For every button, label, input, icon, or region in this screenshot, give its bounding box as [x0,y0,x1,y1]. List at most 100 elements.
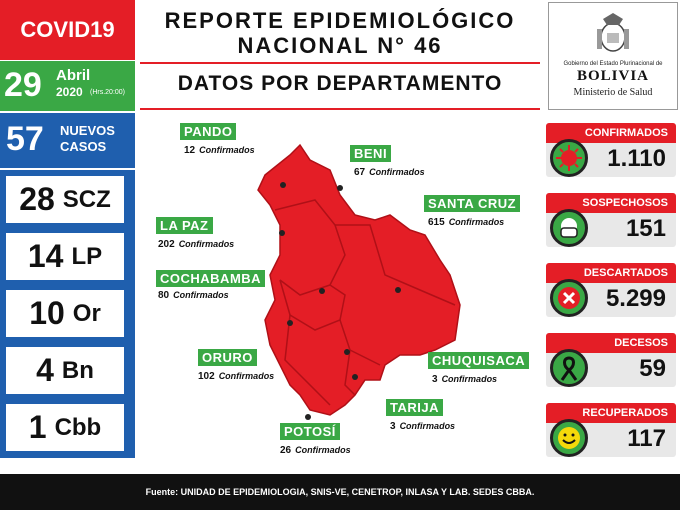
date-month: Abril [56,67,91,84]
stat-decesos: DECESOS 59 [546,333,676,393]
dept-summary-code: Bn [61,356,94,384]
stat-descartados: DESCARTADOS 5.299 [546,263,676,323]
map-cases-beni: 67 Confirmados [354,167,425,178]
map-cases-la-paz: 202 Confirmados [158,239,234,250]
map-label-la-paz: LA PAZ [156,217,213,234]
logo-ministry: Ministerio de Salud [573,87,653,98]
stat-recuperados: RECUPERADOS 117 [546,403,676,463]
title-line1: REPORTE EPIDEMIOLÓGICO [164,8,516,33]
dept-summary-num: 4 [36,352,54,388]
stat-body: 151 [546,209,676,247]
map-label-potosi: POTOSÍ [280,423,340,440]
new-cases-label-line2: CASOS [60,139,107,154]
stat-sospechosos: SOSPECHOSOS 151 [546,193,676,253]
new-cases-count: 57 [6,120,44,158]
dept-summary-code: Or [72,299,101,327]
cases-unit: Confirmados [295,445,351,455]
date-year: 2020 [56,85,83,99]
dept-summary-code: Cbb [54,413,102,441]
cases-count: 3 [432,374,438,385]
subtitle-bar [140,62,540,110]
source-footer: Fuente: UNIDAD DE EPIDEMIOLOGIA, SNIS-VE… [0,474,680,510]
cases-count: 615 [428,217,445,228]
cases-count: 3 [390,421,396,432]
stat-label: RECUPERADOS [546,403,676,423]
dept-summary-num: 1 [28,409,47,445]
dept-summary-item: 14 LP [4,231,126,282]
page-subtitle: DATOS POR DEPARTAMENTO [177,72,503,95]
dept-summary-code: SCZ [62,185,111,213]
mask-icon [550,209,588,247]
dept-summary-column: 28 SCZ 14 LP 10 Or 4 Bn 1 Cbb [0,170,135,458]
date-box: 29 Abril 2020 (Hrs.20:00) [0,61,135,111]
map-label-chuquisaca: CHUQUISACA [428,352,530,369]
bolivia-map: PANDO 12 Confirmados BENI 67 Confirmados S… [140,115,540,465]
dept-summary-item: 4 Bn [4,345,126,396]
title-line2: NACIONAL N° 46 [237,33,443,58]
map-cases-tarija: 3 Confirmados [390,421,455,432]
dept-summary-num: 28 [19,181,55,217]
map-label-cochabamba: COCHABAMBA [156,270,266,287]
coat-of-arms-icon [597,13,629,52]
logo-country: BOLIVIA [576,68,650,84]
stat-body: 117 [546,419,676,457]
dept-summary-item: 28 SCZ [4,174,126,225]
map-label-beni: BENI [350,145,392,162]
cases-unit: Confirmados [369,167,425,177]
map-shape [257,143,461,420]
map-label-pando: PANDO [180,123,237,140]
cases-count: 80 [158,290,170,301]
stat-value: 5.299 [605,285,666,312]
stat-body: 59 [546,349,676,387]
dept-summary-item: 1 Cbb [4,402,126,453]
date-day: 29 [4,66,42,104]
dept-summary-code: LP [71,242,103,270]
cases-count: 202 [158,239,175,250]
ribbon-icon [550,349,588,387]
cases-count: 67 [354,167,366,178]
stat-value: 151 [625,215,666,242]
map-cases-santa-cruz: 615 Confirmados [428,217,504,228]
stat-label: DECESOS [546,333,676,353]
stat-label: SOSPECHOSOS [546,193,676,213]
map-label-tarija: TARIJA [386,399,443,416]
new-cases-label: NUEVOS CASOS [60,123,115,155]
smile-icon [550,419,588,457]
date-hours: (Hrs.20:00) [90,89,126,96]
map-label-santa-cruz: SANTA CRUZ [424,195,521,212]
map-cases-chuquisaca: 3 Confirmados [432,374,497,385]
ministry-logo: Gobierno del Estado Plurinacional de BOL… [548,2,678,110]
stat-label: DESCARTADOS [546,263,676,283]
cases-count: 26 [280,445,292,456]
cases-unit: Confirmados [218,371,275,381]
new-cases-box: 57 NUEVOS CASOS [0,113,135,168]
stat-confirmados: CONFIRMADOS 1.110 [546,123,676,183]
virus-icon [550,139,588,177]
cases-unit: Confirmados [178,239,235,249]
stat-body: 5.299 [546,279,676,317]
map-label-oruro: ORURO [198,349,257,366]
map-cases-oruro: 102 Confirmados [198,371,274,382]
map-cases-potosi: 26 Confirmados [280,445,351,456]
x-icon [550,279,588,317]
new-cases-label-line1: NUEVOS [60,123,115,138]
cases-unit: Confirmados [448,217,505,227]
dept-summary-item: 10 Or [4,288,126,339]
map-cases-pando: 12 Confirmados [184,145,255,156]
map-cases-cochabamba: 80 Confirmados [158,290,229,301]
dept-summary-num: 14 [27,238,64,274]
cases-count: 102 [198,371,215,382]
logo-gov-text: Gobierno del Estado Plurinacional de [563,61,663,67]
stat-label: CONFIRMADOS [546,123,676,143]
stat-value: 1.110 [607,145,666,172]
cases-unit: Confirmados [199,145,255,155]
cases-unit: Confirmados [173,290,229,300]
cases-count: 12 [184,145,196,156]
stat-value: 117 [627,425,666,452]
cases-unit: Confirmados [441,374,498,384]
cases-unit: Confirmados [399,421,456,431]
stat-body: 1.110 [546,139,676,177]
stat-value: 59 [639,355,666,382]
page-title: REPORTE EPIDEMIOLÓGICO NACIONAL N° 46 [140,8,540,58]
dept-summary-num: 10 [29,295,65,331]
